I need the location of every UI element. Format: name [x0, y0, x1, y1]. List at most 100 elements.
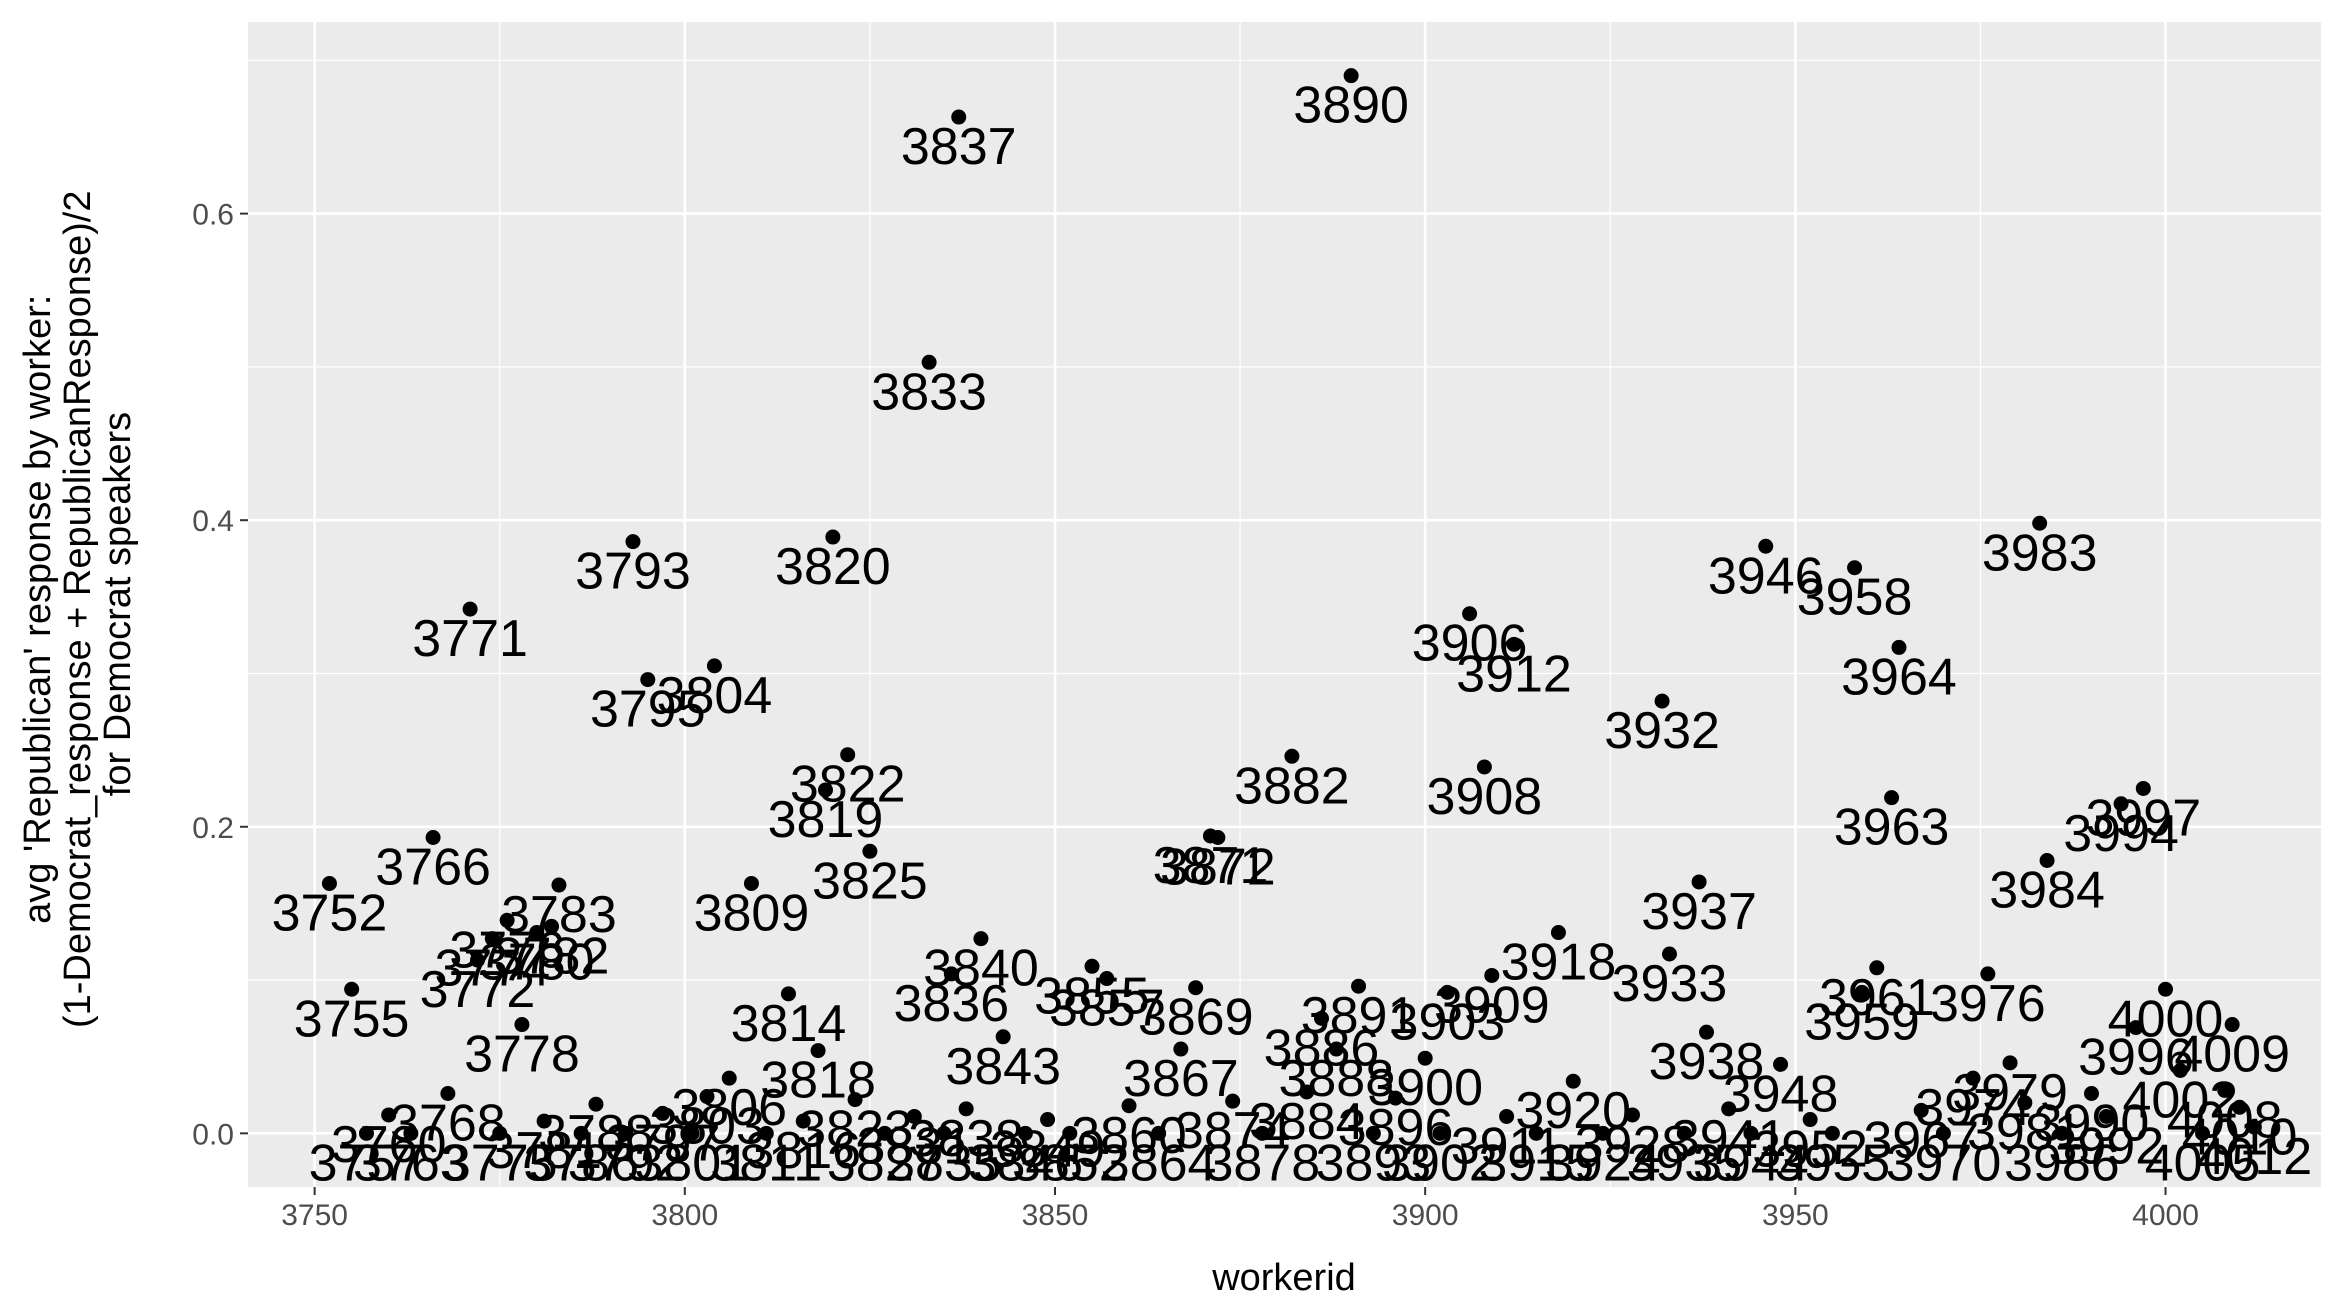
point-label: 3974 — [1915, 1079, 2031, 1137]
point-label: 3909 — [1434, 976, 1550, 1034]
point-label: 3774 — [434, 940, 550, 998]
point-label: 4002 — [2122, 1072, 2238, 1130]
data-point — [1151, 1125, 1167, 1141]
point-label: 3915 — [1478, 1134, 1594, 1192]
point-label: 3775 — [442, 1134, 558, 1192]
point-label: 3890 — [1293, 77, 1409, 135]
point-label: 3781 — [486, 1122, 602, 1180]
point-label: 4008 — [2167, 1091, 2283, 1149]
data-point — [1854, 984, 1870, 1000]
data-point — [2128, 1020, 2144, 1036]
point-label: 3955 — [1775, 1134, 1891, 1192]
data-point — [995, 1029, 1011, 1045]
data-point — [1062, 1125, 1078, 1141]
data-point — [1691, 874, 1707, 890]
y-tick-label: 0.4 — [192, 505, 234, 538]
data-point — [1343, 68, 1359, 84]
data-point — [1121, 1098, 1137, 1114]
point-label: 4005 — [2145, 1134, 2261, 1192]
data-point — [1624, 1107, 1640, 1123]
point-label: 3867 — [1123, 1050, 1239, 1108]
point-label: 3804 — [657, 667, 773, 725]
point-label: 3778 — [464, 1026, 580, 1084]
data-point — [2195, 1125, 2211, 1141]
point-label: 3752 — [272, 884, 388, 942]
point-label: 3806 — [671, 1079, 787, 1137]
data-point — [462, 601, 478, 617]
data-point — [1721, 1101, 1737, 1117]
data-point — [358, 1125, 374, 1141]
point-label: 3816 — [745, 1122, 861, 1180]
data-point — [381, 1107, 397, 1123]
point-label: 3908 — [1427, 768, 1543, 826]
point-label: 3837 — [901, 118, 1017, 176]
data-point — [655, 1105, 671, 1121]
point-label: 3849 — [990, 1121, 1106, 1179]
data-point — [321, 875, 337, 891]
data-point — [1476, 759, 1492, 775]
data-point — [536, 1113, 552, 1129]
point-label: 3935 — [1626, 1134, 1742, 1192]
data-point — [470, 952, 486, 968]
data-point — [1173, 1041, 1189, 1057]
data-point — [1891, 639, 1907, 655]
data-point — [1980, 966, 1996, 982]
data-point — [618, 1125, 634, 1141]
point-label: 3941 — [1671, 1110, 1787, 1168]
data-point — [2135, 780, 2151, 796]
data-point — [588, 1096, 604, 1112]
point-label: 3920 — [1515, 1082, 1631, 1140]
point-label: 3780 — [479, 934, 595, 992]
point-label: 3782 — [494, 927, 610, 985]
data-point — [1699, 1024, 1715, 1040]
data-point — [758, 1125, 774, 1141]
data-point — [484, 931, 500, 947]
point-label: 3918 — [1501, 934, 1617, 992]
point-label: 3906 — [1412, 615, 1528, 673]
point-label: 3996 — [2078, 1029, 2194, 1087]
y-axis-title: avg 'Republican' response by worker: (1-… — [17, 180, 139, 1028]
point-label: 3811 — [710, 1134, 822, 1192]
x-tick-label: 3800 — [651, 1199, 718, 1232]
data-point — [2032, 515, 2048, 531]
point-label: 3976 — [1930, 975, 2046, 1033]
data-point — [951, 109, 967, 125]
data-point — [1654, 693, 1670, 709]
data-point — [684, 1125, 700, 1141]
point-label: 3979 — [1952, 1064, 2068, 1122]
data-point — [1758, 538, 1774, 554]
data-point — [2039, 852, 2055, 868]
point-label: 3803 — [649, 1098, 765, 1156]
data-point — [2172, 1063, 2188, 1078]
point-label: 3855 — [1034, 967, 1150, 1025]
point-label: 3823 — [797, 1101, 913, 1159]
point-label: 3820 — [775, 538, 891, 596]
point-label: 3884 — [1249, 1093, 1365, 1151]
point-label: 3819 — [768, 791, 884, 849]
data-point — [840, 747, 856, 763]
data-point — [877, 1125, 893, 1141]
data-point — [425, 830, 441, 845]
data-point — [529, 925, 545, 941]
data-point — [1661, 946, 1677, 962]
y-axis-title-line-2: (1-Democrat_response + RepublicanRespons… — [57, 191, 99, 1029]
data-point — [640, 672, 656, 688]
data-point — [2083, 1085, 2099, 1101]
point-label: 3864 — [1101, 1134, 1217, 1192]
data-point — [1935, 1125, 1951, 1141]
data-point — [1351, 978, 1367, 994]
point-label: 3981 — [1967, 1104, 2083, 1162]
point-label: 3924 — [1545, 1134, 1661, 1192]
point-label: 3793 — [575, 543, 691, 601]
data-point — [1499, 1108, 1515, 1124]
data-point — [847, 1092, 863, 1108]
data-point — [2217, 1082, 2233, 1098]
point-label: 3963 — [1834, 799, 1950, 857]
minor-grid — [248, 22, 2321, 1187]
point-label: 3871 — [1153, 837, 1269, 895]
data-point — [743, 875, 759, 891]
point-label: 3893 — [1315, 1134, 1431, 1192]
data-point — [1099, 971, 1115, 987]
point-label: 3838 — [908, 1110, 1024, 1168]
